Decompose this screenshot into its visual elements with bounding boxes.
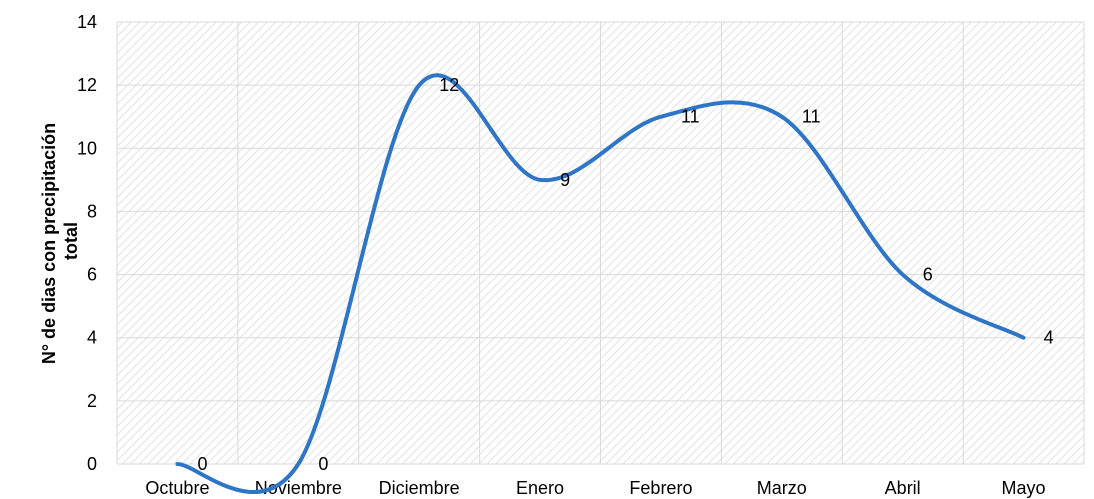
y-tick-label: 6 bbox=[87, 265, 97, 285]
x-tick-label: Diciembre bbox=[379, 478, 460, 498]
y-tick-label: 2 bbox=[87, 391, 97, 411]
data-label: 9 bbox=[560, 170, 570, 190]
data-labels: 0 0 12 9 11 11 6 4 bbox=[197, 75, 1053, 474]
y-tick-label: 0 bbox=[87, 454, 97, 474]
data-label: 11 bbox=[681, 107, 700, 127]
x-tick-label: Octubre bbox=[145, 478, 209, 498]
y-axis-ticks: 0 2 4 6 8 10 12 14 bbox=[77, 12, 97, 474]
gridlines bbox=[116, 21, 1085, 465]
x-tick-label: Febrero bbox=[629, 478, 692, 498]
y-tick-label: 12 bbox=[77, 75, 97, 95]
x-axis-ticks: Octubre Noviembre Diciembre Enero Febrero Mar… bbox=[145, 478, 1045, 498]
x-tick-label: Enero bbox=[516, 478, 564, 498]
x-tick-label: Noviembre bbox=[255, 478, 342, 498]
y-tick-label: 10 bbox=[77, 138, 97, 158]
y-tick-label: 4 bbox=[87, 328, 97, 348]
x-tick-label: Abril bbox=[885, 478, 921, 498]
data-label: 0 bbox=[197, 454, 207, 474]
x-tick-label: Mayo bbox=[1002, 478, 1046, 498]
data-label: 0 bbox=[318, 454, 328, 474]
y-axis-title-line-1: N° de dias con precipitación bbox=[39, 123, 59, 364]
data-label: 12 bbox=[439, 75, 459, 95]
y-tick-label: 14 bbox=[77, 12, 97, 32]
y-tick-label: 8 bbox=[87, 201, 97, 221]
data-label: 6 bbox=[923, 265, 933, 285]
x-tick-label: Marzo bbox=[757, 478, 807, 498]
data-label: 4 bbox=[1044, 328, 1054, 348]
series-line bbox=[175, 73, 1026, 494]
y-axis-title-line-2: total bbox=[61, 222, 81, 260]
y-axis-title: N° de dias con precipitación total bbox=[39, 118, 81, 364]
data-label: 11 bbox=[802, 107, 821, 127]
